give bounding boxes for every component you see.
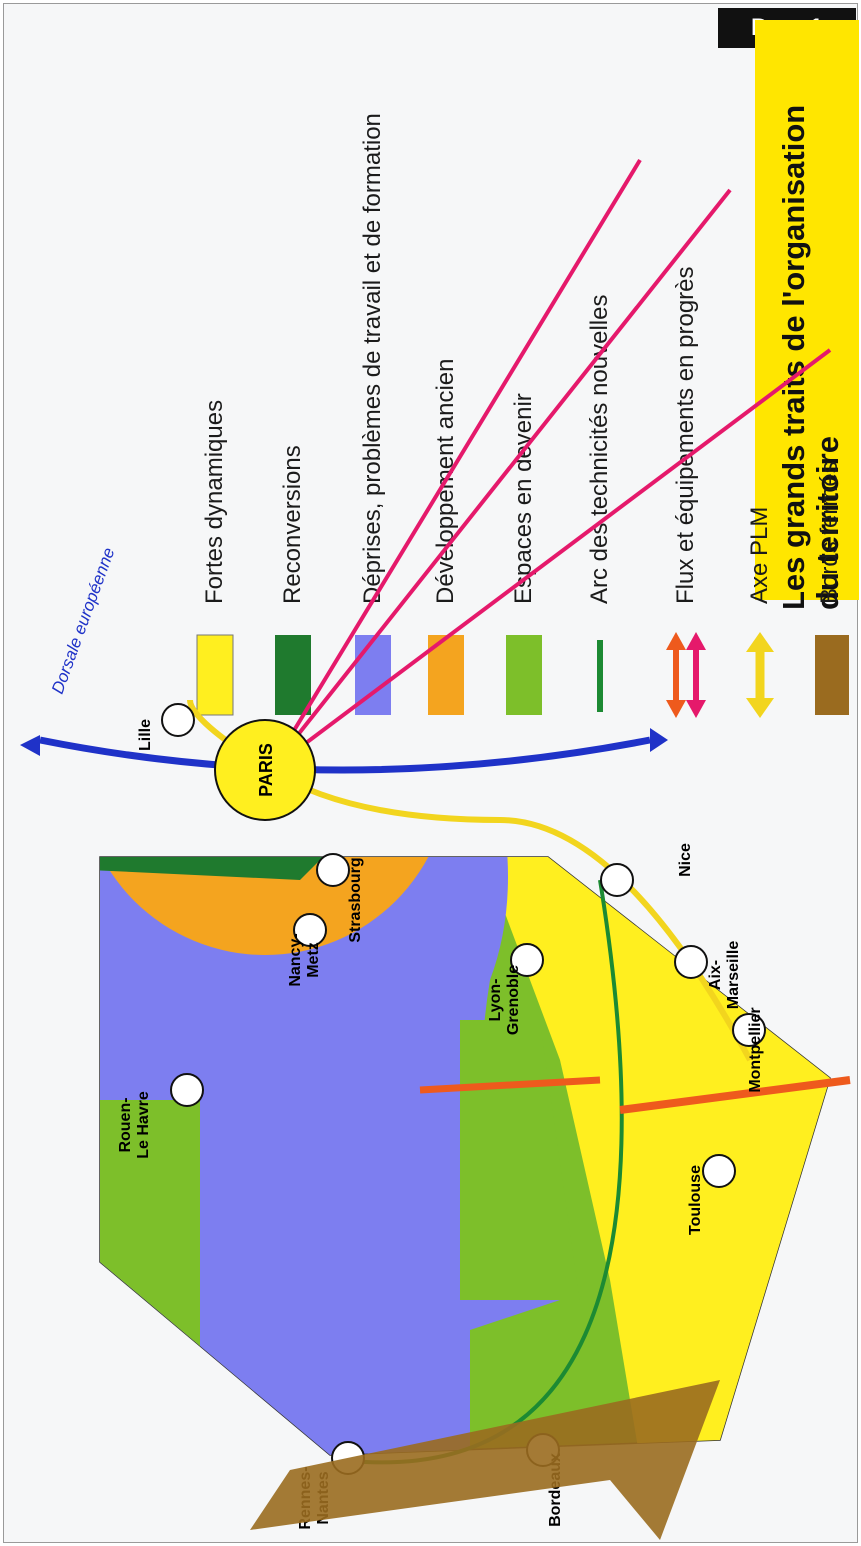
swatch-axe-plm — [746, 632, 774, 718]
dorsale-arrowhead-left — [20, 735, 40, 756]
city-label-1: Nancy-Metz — [287, 933, 322, 986]
city-label-5: Aix-Marseille — [707, 941, 742, 1010]
city-marker-4 — [600, 863, 634, 897]
city-label-6: Montpellier — [747, 1007, 764, 1092]
dorsale-arc — [39, 736, 651, 774]
map-zones — [100, 857, 830, 1455]
city-label-0: Lille — [137, 719, 154, 751]
swatch-bords-fermes — [815, 635, 849, 715]
swatch-reconversions — [275, 635, 311, 715]
flux-paris-0 — [268, 158, 642, 772]
city-label-2: Strasbourg — [347, 857, 364, 942]
city-label-3: Lyon-Grenoble — [487, 965, 522, 1035]
paris-circle — [214, 719, 316, 821]
city-label-7: Toulouse — [687, 1165, 704, 1235]
flux-paris-1 — [268, 188, 732, 772]
city-marker-0 — [161, 703, 195, 737]
flux-south — [619, 1076, 851, 1114]
city-marker-1 — [293, 913, 327, 947]
city-marker-10 — [170, 1073, 204, 1107]
dorsale-arrowhead-right — [650, 728, 668, 752]
city-label-4: Nice — [677, 843, 694, 877]
flux-lyon — [419, 1076, 601, 1094]
city-marker-3 — [510, 943, 544, 977]
bords-fermes — [250, 1380, 720, 1540]
zone-fortes-dynamiques-south — [455, 857, 830, 1455]
city-marker-6 — [732, 1013, 766, 1047]
swatch-arc-technicites — [597, 640, 603, 712]
flux-paris-2 — [268, 348, 832, 772]
city-label-10: Rouen-Le Havre — [117, 1091, 152, 1159]
city-marker-5 — [674, 945, 708, 979]
dorsale-label: Dorsale européenne — [48, 545, 119, 696]
paris-label: PARIS — [256, 743, 276, 797]
city-marker-7 — [702, 1154, 736, 1188]
zone-espaces-en-devenir — [460, 1020, 580, 1300]
zone-deprises — [100, 857, 560, 1455]
city-marker-2 — [316, 853, 350, 887]
swatch-fortes-dynamiques — [196, 634, 234, 716]
swatch-flux-arrows — [666, 632, 706, 718]
legend-title-box: Les grands traits de l'organisation du t… — [755, 20, 859, 610]
swatch-espaces-en-devenir — [506, 635, 542, 715]
